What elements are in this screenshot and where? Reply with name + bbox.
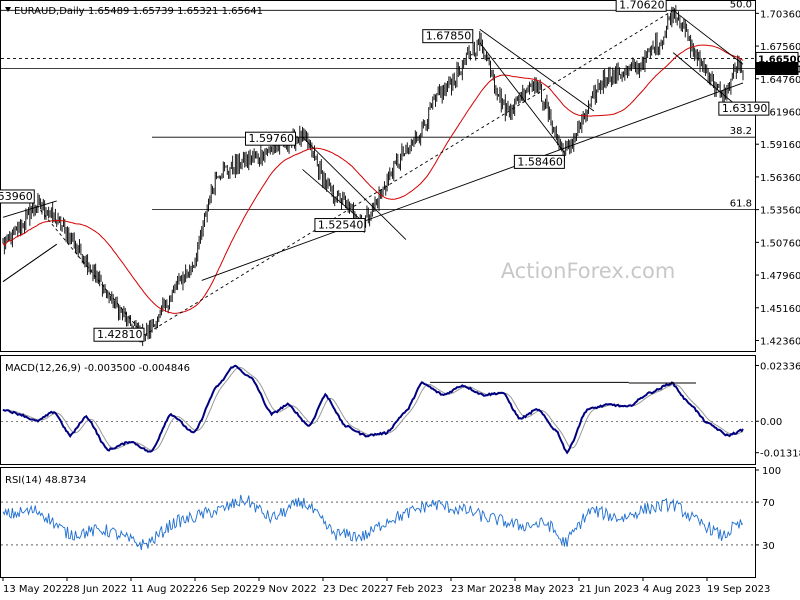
pivot-label: 1.67850 [426,30,472,43]
pivot-label-box [244,131,296,146]
dashed-trend-line [36,205,145,336]
falling-channel-line [672,52,744,112]
ohlc-values: 1.65489 1.65739 1.65321 1.65641 [88,6,263,17]
pivot-label-box [615,0,667,12]
chart-header: EURAUD,Daily 1.65489 1.65739 1.65321 1.6… [5,6,263,17]
falling-channel-line [302,136,407,240]
pivot-label-box [513,154,565,169]
falling-channel-line [479,42,565,153]
pivot-label: 1.52540 [318,219,364,232]
pivot-label-box [422,29,474,44]
rising-support-line [201,82,744,281]
macd-tick-label: -0.013186 [760,449,800,460]
x-tick-label: 8 May 2023 [515,584,574,595]
rsi-tick-label: 30 [762,541,775,552]
x-tick-label: 28 Jun 2022 [67,584,127,595]
price-tag-label: 1.66500 [758,54,800,65]
x-tick-label: 11 Aug 2022 [131,584,195,595]
rsi-tick-label: 70 [762,498,775,509]
price-bars [2,5,744,347]
rsi-panel-frame [0,467,756,578]
channel-top-line [2,200,57,218]
rsi-panel: RSI(14) 48.8734 100 70 30 [1,466,781,552]
falling-channel-line [672,9,744,65]
fib-level-label: 50.0 [730,0,752,10]
watermark: ActionForex.com [501,259,676,283]
macd-tick-label: 0.023366 [760,361,800,372]
pivot-label-box [314,218,366,233]
x-tick-label: 4 Aug 2023 [643,584,701,595]
price-tick-label: 1.50760 [760,238,800,249]
x-tick-label: 9 Nov 2022 [259,584,317,595]
price-tag-label: 1.65641 [758,64,800,75]
price-tick-label: 1.53560 [760,206,800,217]
price-panel-frame [0,0,756,352]
pivot-label: 1.58460 [517,155,563,168]
moving-average-line [2,44,744,314]
price-tick-label: 1.61960 [760,107,800,118]
rsi-title: RSI(14) 48.8734 [5,475,86,486]
price-tag-box [755,61,799,75]
macd-line [2,364,744,455]
price-tick-label: 1.70360 [760,9,800,20]
pivot-label: 1.53960 [0,190,33,203]
price-tick-label: 1.67560 [760,42,800,53]
macd-panel-frame [0,355,756,465]
pivot-label: 1.59760 [248,132,293,145]
macd-signal-line [2,366,744,451]
pivot-label: 1.63190 [722,102,768,115]
pivot-label: 1.42810 [97,328,142,341]
x-tick-label: 19 Sep 2023 [707,584,770,595]
x-tick-label: 7 Feb 2023 [387,584,443,595]
x-tick-label: 23 Mar 2023 [451,584,514,595]
rsi-tick-label: 100 [762,466,781,477]
price-tick-label: 1.45160 [760,304,800,315]
falling-channel-line [479,28,595,112]
pivot-label-box [0,189,35,204]
dropdown-triangle-icon [5,7,11,12]
rsi-line [2,494,744,551]
price-tick-label: 1.47960 [760,271,800,282]
falling-channel-line [302,169,364,222]
x-tick-label: 13 May 2022 [3,584,68,595]
x-tick-label: 23 Dec 2022 [323,584,387,595]
pivot-label-box [718,101,770,116]
fib-level-label: 38.2 [730,126,752,137]
x-tick-label: 21 Jun 2023 [579,584,639,595]
symbol-label: EURAUD,Daily [14,6,85,17]
channel-bottom-line [2,243,57,282]
price-panel: 1.70360 1.67560 1.64760 1.61960 1.59160 1.563… [0,0,800,347]
pivot-label-box [93,327,145,342]
x-tick-label: 26 Sep 2022 [195,584,258,595]
price-tick-label: 1.42360 [760,336,800,347]
price-tick-label: 1.59160 [760,140,800,151]
macd-panel: MACD(12,26,9) -0.003500 -0.004846 0.02336… [1,361,800,460]
pivot-label: 1.70620 [619,0,665,11]
price-tick-label: 1.56360 [760,173,800,184]
macd-title: MACD(12,26,9) -0.003500 -0.004846 [5,363,190,374]
dashed-trend-line [143,9,674,336]
price-tick-label: 1.64760 [760,75,800,86]
macd-tick-label: 0.00 [760,417,782,428]
fib-level-label: 61.8 [730,199,752,210]
